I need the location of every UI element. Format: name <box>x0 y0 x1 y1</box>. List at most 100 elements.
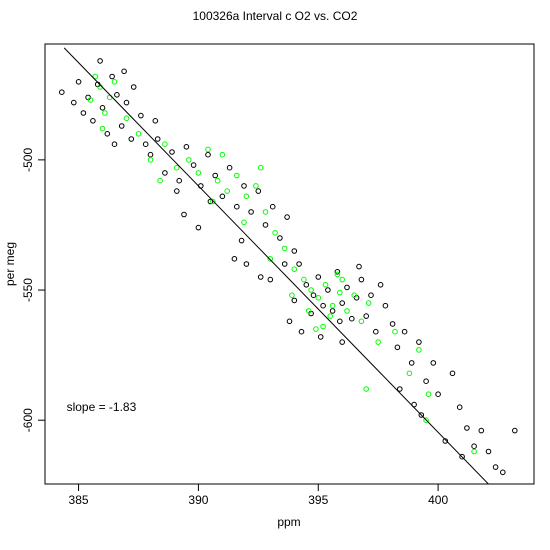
slope-annotation: slope = -1.83 <box>67 400 137 414</box>
data-point <box>234 172 240 179</box>
data-point <box>219 193 226 200</box>
data-point <box>138 112 144 119</box>
data-point <box>118 123 125 129</box>
y-axis: -500 -550 -600 <box>21 148 45 432</box>
data-point <box>169 149 175 155</box>
data-point <box>365 300 372 306</box>
data-point <box>207 198 214 205</box>
data-point <box>205 151 211 158</box>
data-point <box>377 282 384 288</box>
data-point <box>327 313 334 319</box>
data-point <box>418 412 425 418</box>
data-point <box>296 261 302 267</box>
data-point <box>195 170 202 176</box>
data-point <box>241 183 247 189</box>
data-point <box>121 68 127 75</box>
data-point <box>317 334 324 340</box>
x-tick-label: 395 <box>308 493 328 507</box>
data-point <box>368 292 374 299</box>
data-point <box>291 266 298 273</box>
data-point <box>128 136 135 142</box>
data-point <box>500 469 506 476</box>
data-point <box>174 164 180 171</box>
data-point <box>425 391 432 398</box>
data-point <box>162 141 168 147</box>
data-point <box>214 177 221 184</box>
data-point <box>231 256 238 262</box>
data-point <box>267 276 274 283</box>
data-point <box>226 164 233 171</box>
data-point <box>392 328 398 335</box>
data-point <box>291 297 298 304</box>
data-point <box>373 328 379 335</box>
data-point <box>186 157 192 163</box>
data-point <box>75 79 82 85</box>
chart-title: 100326a Interval c O2 vs. CO2 <box>193 9 358 23</box>
data-point <box>435 391 441 398</box>
data-point <box>308 287 314 293</box>
data-point <box>322 282 329 288</box>
x-axis-label: ppm <box>277 515 300 529</box>
data-point <box>253 183 259 189</box>
data-point <box>329 302 336 309</box>
data-point <box>212 172 218 179</box>
data-point <box>363 313 370 319</box>
data-point <box>224 188 230 194</box>
data-point <box>114 92 120 98</box>
data-point <box>262 209 269 215</box>
data-point <box>478 427 485 434</box>
data-point <box>104 131 111 137</box>
data-point <box>147 151 154 158</box>
data-point <box>301 276 307 283</box>
data-point <box>442 438 449 444</box>
data-point <box>310 292 317 299</box>
data-point <box>130 84 137 90</box>
data-point <box>284 214 290 220</box>
data-point <box>59 89 65 95</box>
data-point <box>394 344 401 351</box>
data-point <box>464 425 470 431</box>
data-point <box>356 263 362 270</box>
data-point <box>456 404 463 411</box>
data-point <box>272 230 278 236</box>
x-tick-label: 385 <box>69 493 89 507</box>
data-point <box>183 144 190 150</box>
y-tick-label: -550 <box>21 278 35 302</box>
y-tick-label: -600 <box>21 408 35 432</box>
data-point <box>449 370 456 377</box>
data-point <box>408 360 415 366</box>
data-point <box>142 141 149 147</box>
data-point <box>416 339 422 345</box>
data-point <box>90 118 96 124</box>
data-point <box>339 300 346 306</box>
data-point <box>289 292 295 299</box>
data-point <box>71 99 77 106</box>
data-point <box>157 177 163 184</box>
data-point <box>305 308 312 314</box>
data-point <box>135 131 142 137</box>
data-point <box>344 308 350 314</box>
data-point <box>334 271 341 278</box>
data-point <box>174 188 180 194</box>
data-point <box>109 73 115 80</box>
data-point <box>397 386 403 392</box>
data-point <box>320 302 326 309</box>
x-tick-label: 390 <box>188 493 208 507</box>
data-point <box>123 99 130 106</box>
data-point <box>389 321 396 327</box>
data-point <box>181 211 187 218</box>
data-point <box>430 360 437 366</box>
data-points <box>59 58 518 476</box>
data-point <box>416 347 422 353</box>
data-point <box>162 170 168 176</box>
data-point <box>382 302 389 309</box>
data-point <box>471 448 477 455</box>
data-point <box>241 219 247 226</box>
data-point <box>154 136 161 142</box>
data-point <box>111 79 118 85</box>
data-point <box>243 193 250 200</box>
data-point <box>147 157 154 163</box>
data-point <box>267 256 274 262</box>
data-point <box>97 58 103 64</box>
data-point <box>485 448 492 455</box>
